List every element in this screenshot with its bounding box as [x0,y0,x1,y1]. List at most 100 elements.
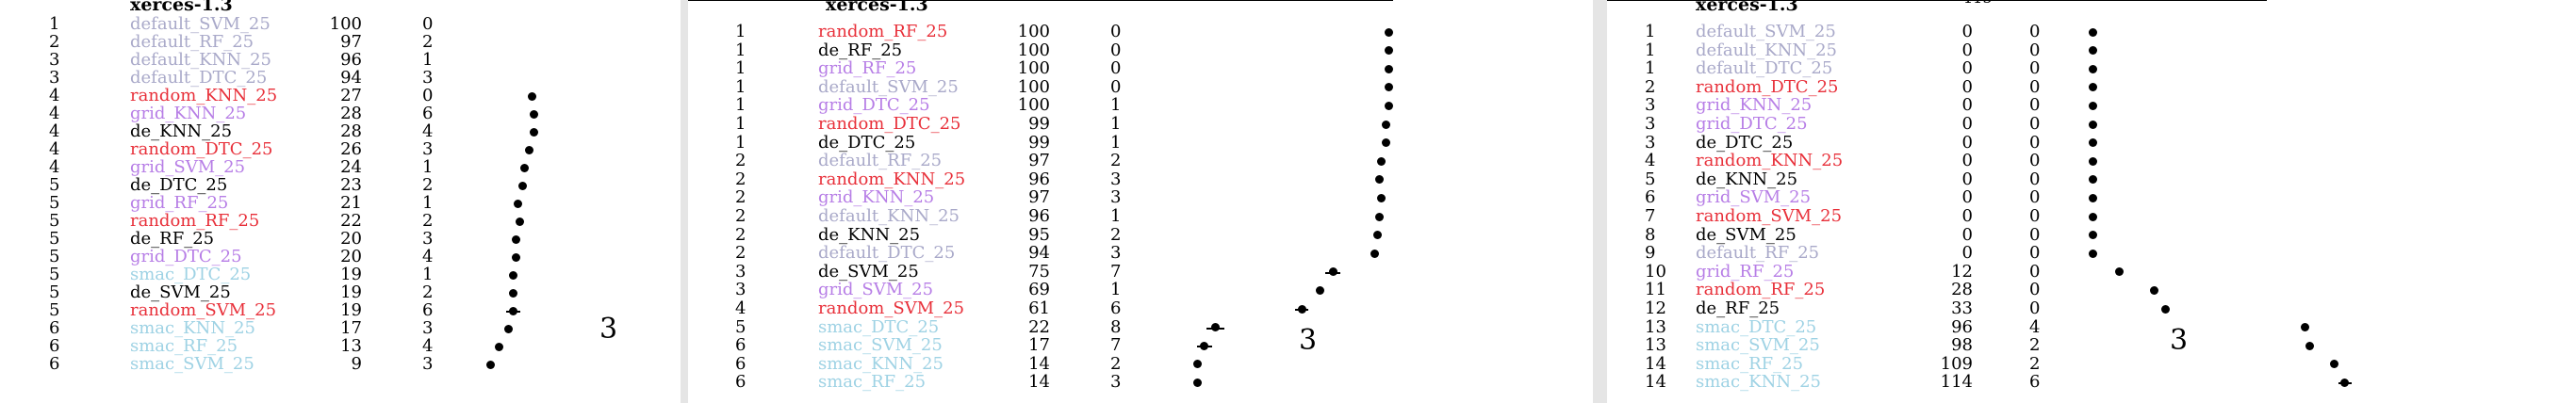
table-row: 14 smac_RF_25 109 2 [1607,353,2576,374]
iqr-cell: 3 [1110,243,1122,264]
iqr-cell: 0 [1110,40,1122,60]
table-row: 11 random_RF_25 28 0 [1607,281,2576,299]
rank-cell: 1 [735,95,747,116]
median-dot [2088,46,2097,56]
treatment-name-cell: random_KNN_25 [1696,151,1844,171]
treatment-name-cell: grid_SVM_25 [1696,187,1812,208]
iqr-cell: 0 [1110,76,1122,97]
median-cell: 109 [1940,353,1973,374]
median-dot [520,163,530,172]
table-row: 2 grid_KNN_25 97 3 [688,188,1593,207]
table-row: 1 default_SVM_25 100 0 [688,76,1593,97]
rank-cell: 2 [735,224,747,245]
median-dot [2305,341,2314,350]
iqr-cell: 1 [1110,132,1122,153]
rank-cell: 1 [735,76,747,97]
iqr-cell: 0 [2029,206,2041,226]
median-cell: 96 [340,50,362,70]
iqr-cell: 0 [422,86,434,105]
cluster-label: 3 [1299,324,1318,357]
median-dot [2088,120,2097,129]
median-cell: 0 [1961,22,1973,41]
iqr-cell: 1 [1110,114,1122,134]
iqr-cell: 0 [2029,132,2041,153]
table-row: 9 default_RF_25 0 0 [1607,244,2576,263]
rank-cell: 10 [1645,261,1666,282]
iqr-cell: 0 [2029,298,2041,318]
median-dot [525,145,534,154]
median-cell: 14 [1028,353,1050,374]
rank-cell: 2 [735,187,747,208]
median-cell: 27 [340,86,362,105]
iqr-cell: 4 [422,336,434,356]
median-cell: 33 [1951,298,1973,318]
rank-cell: 11 [1645,280,1666,300]
panel-divider [1593,0,1607,403]
iqr-cell: 0 [2029,224,2041,245]
rank-cell: 2 [735,169,747,189]
iqr-whisker [1325,271,1341,274]
table-row: 6 grid_SVM_25 0 0 [1607,188,2576,207]
rank-cell: 6 [1645,187,1656,208]
table-row: 6 smac_SVM_25 17 7 [688,336,1593,355]
rank-cell: 3 [49,50,60,70]
rank-cell: 5 [49,300,60,320]
median-dot [1370,249,1380,258]
median-cell: 13 [340,336,362,356]
treatment-name-cell: default_SVM_25 [130,14,271,34]
median-cell: 19 [340,300,362,320]
median-cell: 20 [340,247,362,266]
median-dot [517,181,527,190]
rank-cell: 5 [735,316,747,337]
treatment-name-cell: random_DTC_25 [130,139,273,159]
treatment-name-cell: smac_KNN_25 [818,353,943,374]
median-dot [1372,231,1382,240]
treatment-name-cell: grid_RF_25 [818,58,917,79]
rank-cell: 2 [735,151,747,171]
treatment-name-cell: de_KNN_25 [818,224,921,245]
median-cell: 0 [1961,132,1973,153]
treatment-name-cell: grid_KNN_25 [818,187,935,208]
rank-cell: 3 [49,68,60,88]
table-row: 5 grid_RF_25 21 1 [0,194,681,213]
table-row: 1 default_SVM_25 0 0 [1607,23,2576,41]
rank-cell: 4 [49,157,60,177]
median-cell: 96 [1028,206,1050,226]
table-row: 6 smac_SVM_25 9 3 [0,355,681,374]
treatment-name-cell: random_DTC_25 [1696,76,1839,97]
iqr-cell: 0 [2029,76,2041,97]
median-dot [2150,285,2159,295]
table-row: 4 grid_SVM_25 24 1 [0,158,681,177]
table-row: 3 grid_DTC_25 0 0 [1607,115,2576,134]
iqr-cell: 8 [1110,316,1122,337]
median-dot [2088,64,2097,73]
median-cell: 99 [1028,114,1050,134]
median-dot [1382,138,1391,148]
treatment-name-cell: default_DTC_25 [130,68,268,88]
rank-cell: 6 [49,354,60,374]
table-row: 2 random_KNN_25 96 3 [688,169,1593,189]
rank-cell: 5 [49,175,60,195]
table-row: 5 smac_DTC_25 19 1 [0,266,681,284]
cluster-label: 3 [2170,324,2189,357]
iqr-cell: 2 [1110,353,1122,374]
header-partial-value: 115 [1963,0,1993,7]
treatment-name-cell: grid_KNN_25 [1696,95,1813,116]
median-cell: 0 [1961,243,1973,264]
treatment-name-cell: random_DTC_25 [818,114,961,134]
median-cell: 22 [1028,316,1050,337]
rank-cell: 13 [1645,316,1666,337]
treatment-name-cell: smac_KNN_25 [1696,372,1821,393]
median-cell: 12 [1951,261,1973,282]
treatment-name-cell: grid_RF_25 [130,193,229,213]
treatment-name-cell: de_DTC_25 [1696,132,1794,153]
iqr-cell: 2 [422,211,434,231]
table-row: 4 random_DTC_25 26 3 [0,140,681,159]
iqr-cell: 1 [422,265,434,284]
treatment-name-cell: random_KNN_25 [818,169,966,189]
table-row: 5 de_SVM_25 19 2 [0,283,681,302]
median-dot [2114,267,2124,277]
iqr-whisker [2338,382,2352,385]
rank-cell: 3 [735,261,747,282]
treatment-name-cell: random_RF_25 [1696,280,1826,300]
